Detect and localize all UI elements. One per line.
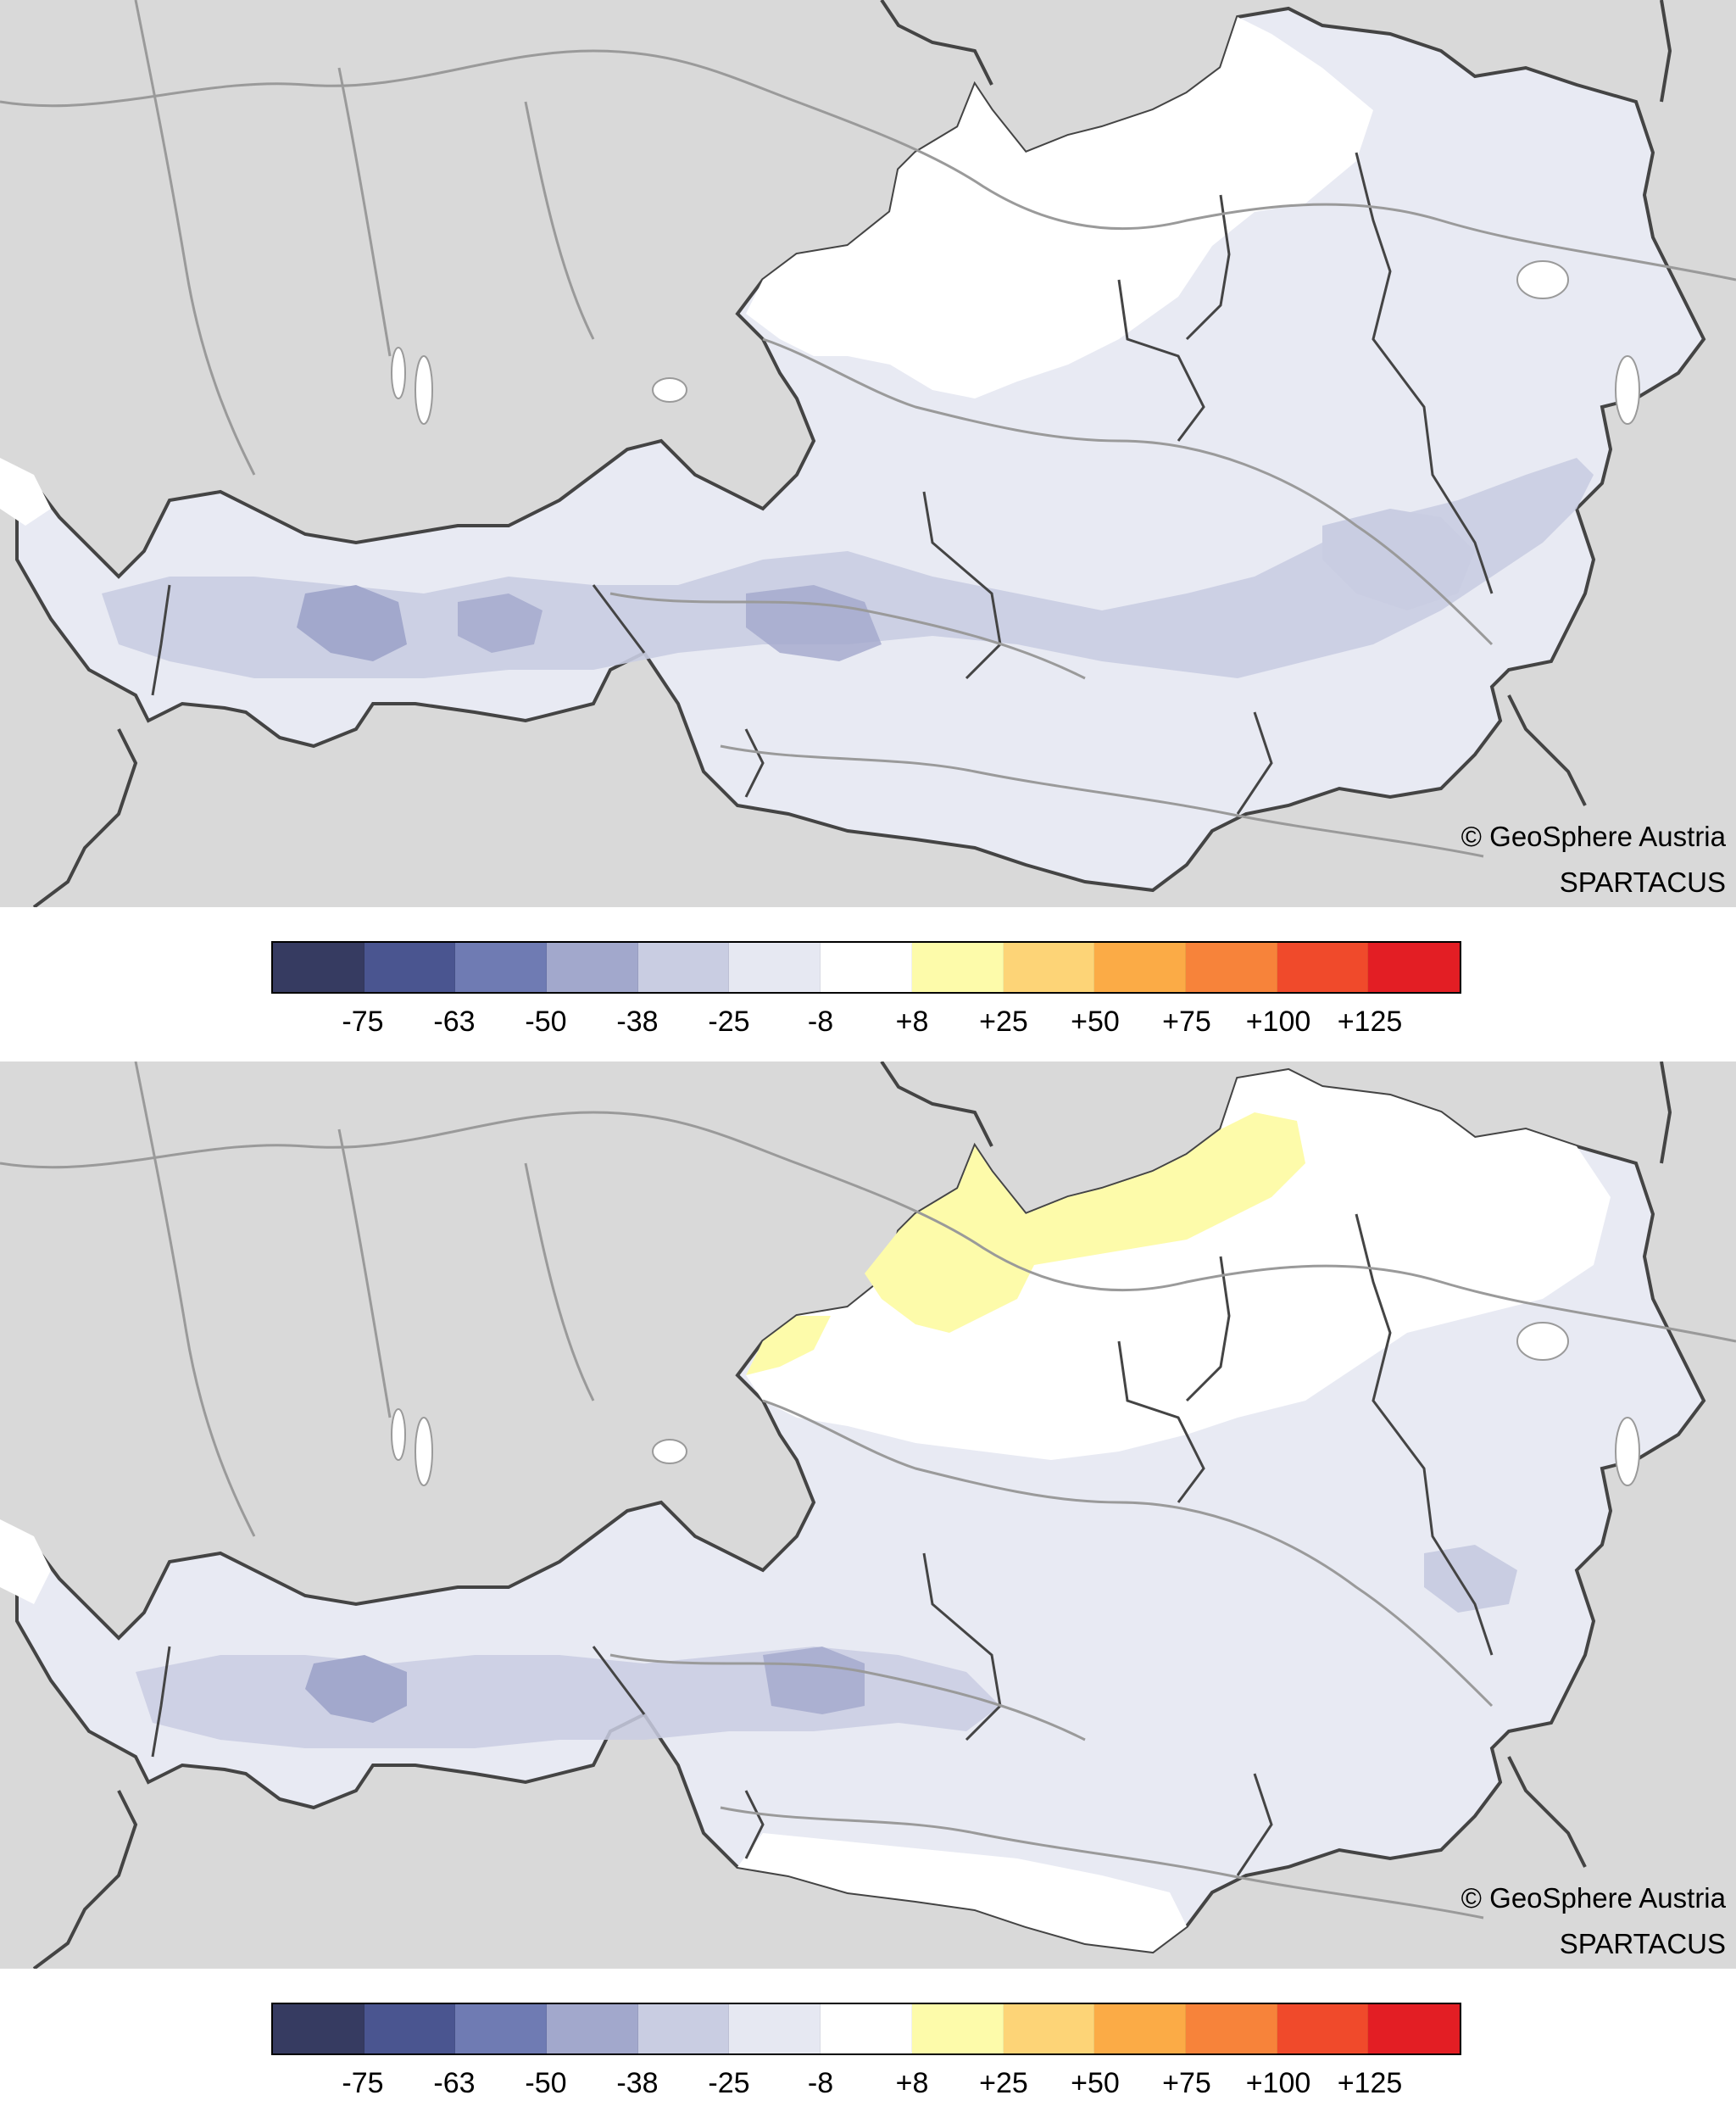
positive-anomaly-region-2 [746, 1316, 831, 1375]
legend-label: +100 [1245, 1006, 1311, 1038]
state-borders [151, 1213, 1494, 1876]
lake-2 [415, 1417, 433, 1486]
negative-anomaly-patch-3 [746, 585, 882, 661]
legend-swatch [637, 2004, 730, 2053]
legend-label: -25 [708, 1006, 750, 1038]
negative-anomaly-patch-2 [458, 593, 542, 653]
credit-copyright: © GeoSphere Austria [1461, 1882, 1726, 1914]
credit-copyright: © GeoSphere Austria [1461, 821, 1726, 852]
neighbour-border-north [880, 0, 1672, 103]
neighbour-border-north [880, 1062, 1672, 1164]
legend-swatch [1368, 943, 1460, 992]
lake-1 [391, 1408, 406, 1461]
legend-label: -50 [525, 2067, 567, 2099]
legend-label: -75 [342, 1006, 384, 1038]
legend-swatch [1094, 943, 1186, 992]
legend-label: +125 [1337, 2067, 1403, 2099]
legend-label: -63 [433, 2067, 476, 2099]
legend-swatch [1003, 943, 1095, 992]
legend-swatch [1003, 2004, 1095, 2053]
state-borders [151, 152, 1494, 815]
legend-label: +100 [1245, 2067, 1311, 2099]
map-bottom [0, 1062, 1736, 1969]
neutral-region-west [0, 1519, 51, 1604]
neutral-region-south [737, 1833, 1187, 1952]
credit-source: SPARTACUS [1559, 1928, 1726, 1959]
legend-swatch [364, 943, 456, 992]
legend-top: -75 -63 -50 -38 -25 -8 +8 +25 +50 +75 +100 +125 [271, 941, 1461, 1045]
legend-colorbar [271, 2003, 1461, 2055]
map-svg-bottom [0, 1062, 1736, 1969]
rivers [0, 1062, 1736, 1920]
neighbour-border-south [32, 694, 1587, 907]
legend-swatch [729, 943, 821, 992]
legend-swatch [1094, 2004, 1186, 2053]
lake-5 [1615, 355, 1640, 425]
lake-3 [652, 1439, 687, 1464]
legend-label: +50 [1071, 2067, 1120, 2099]
legend-label: -63 [433, 1006, 476, 1038]
legend-label: +25 [979, 1006, 1028, 1038]
lake-2 [415, 355, 433, 425]
map-svg-top [0, 0, 1736, 907]
legend-label: -8 [807, 2067, 834, 2099]
lake-3 [652, 377, 687, 403]
positive-anomaly-region-1 [865, 1112, 1305, 1333]
legend-swatch [1277, 943, 1369, 992]
legend-label: +8 [895, 1006, 929, 1038]
map-panel-bottom: © GeoSphere Austria SPARTACUS -75 -63 -50-… [0, 1062, 1736, 2121]
legend-swatch [821, 2004, 912, 2053]
map-top [0, 0, 1736, 907]
legend-swatch [637, 943, 730, 992]
legend-swatch [1185, 943, 1277, 992]
lake-1 [391, 347, 406, 399]
neutral-region-north [746, 17, 1373, 398]
legend-swatch [455, 943, 548, 992]
legend-label: -75 [342, 2067, 384, 2099]
legend-colorbar [271, 941, 1461, 994]
legend-labels: -75 -63 -50 -38 -25 -8 +8 +25 +50 +75 +100 +125 [271, 994, 1461, 1045]
map-panel-top: © GeoSphere Austria SPARTACUS -75 -63 -50-… [0, 0, 1736, 1060]
neutral-region-north [746, 1070, 1611, 1460]
legend-swatch [1185, 2004, 1277, 2053]
rivers [0, 0, 1736, 858]
legend-label: +125 [1337, 1006, 1403, 1038]
lake-5 [1615, 1417, 1640, 1486]
legend-label: +25 [979, 2067, 1028, 2099]
legend-labels: -75 -63 -50 -38 -25 -8 +8 +25 +50 +75 +100 +125 [271, 2055, 1461, 2106]
legend-swatch [273, 2004, 364, 2053]
legend-swatch [364, 2004, 456, 2053]
legend-label: -50 [525, 1006, 567, 1038]
legend-label: -38 [616, 2067, 659, 2099]
legend-swatch [547, 943, 638, 992]
legend-swatch [911, 2004, 1004, 2053]
legend-label: -25 [708, 2067, 750, 2099]
legend-label: +75 [1162, 2067, 1211, 2099]
credit-source: SPARTACUS [1559, 866, 1726, 898]
legend-swatch [729, 2004, 821, 2053]
negative-anomaly-patch-1 [297, 585, 407, 661]
legend-label: +50 [1071, 1006, 1120, 1038]
negative-anomaly-patch-4 [1322, 509, 1475, 610]
legend-label: -8 [807, 1006, 834, 1038]
legend-swatch [821, 943, 912, 992]
legend-label: -38 [616, 1006, 659, 1038]
legend-swatch [273, 943, 364, 992]
legend-swatch [547, 2004, 638, 2053]
legend-swatch [455, 2004, 548, 2053]
negative-anomaly-patch-1 [305, 1655, 407, 1723]
legend-bottom: -75 -63 -50 -38 -25 -8 +8 +25 +50 +75 +100 +125 [271, 2003, 1461, 2106]
legend-swatch [911, 943, 1004, 992]
legend-label: +75 [1162, 1006, 1211, 1038]
neutral-region-west [0, 458, 51, 526]
legend-label: +8 [895, 2067, 929, 2099]
lake-4 [1516, 260, 1569, 299]
neighbour-border-south [32, 1756, 1587, 1969]
legend-swatch [1368, 2004, 1460, 2053]
lake-4 [1516, 1322, 1569, 1361]
legend-swatch [1277, 2004, 1369, 2053]
